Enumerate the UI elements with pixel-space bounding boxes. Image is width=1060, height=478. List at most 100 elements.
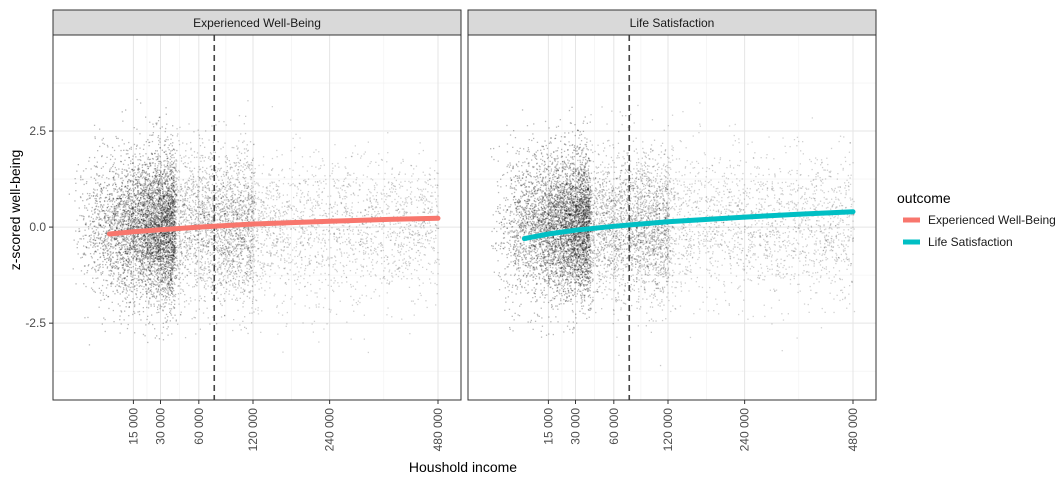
scatter-point	[314, 181, 317, 183]
scatter-point	[436, 293, 438, 295]
scatter-point	[121, 241, 123, 243]
scatter-point	[350, 247, 352, 249]
scatter-point	[259, 261, 261, 263]
scatter-point	[135, 203, 137, 206]
scatter-point	[370, 297, 372, 299]
scatter-point	[238, 171, 240, 174]
scatter-point	[244, 243, 246, 245]
scatter-point	[263, 244, 265, 246]
scatter-point	[286, 311, 288, 314]
scatter-point	[231, 298, 233, 300]
scatter-point	[247, 332, 249, 335]
scatter-point	[80, 238, 82, 240]
scatter-point	[177, 223, 180, 225]
scatter-point	[243, 173, 245, 176]
scatter-point	[198, 242, 200, 244]
scatter-point	[128, 228, 130, 230]
scatter-point	[328, 258, 330, 260]
scatter-point	[169, 270, 171, 272]
scatter-point	[245, 177, 247, 179]
scatter-point	[331, 170, 334, 172]
scatter-point	[151, 134, 153, 136]
scatter-point	[397, 208, 399, 210]
scatter-point	[205, 214, 208, 217]
scatter-point	[184, 240, 186, 242]
scatter-point	[423, 224, 425, 227]
scatter-point	[257, 248, 259, 250]
scatter-point	[121, 218, 124, 221]
scatter-point	[162, 220, 164, 222]
scatter-point	[224, 215, 226, 217]
scatter-point	[192, 188, 195, 190]
scatter-point	[159, 141, 161, 143]
scatter-point	[185, 216, 188, 218]
scatter-point	[77, 241, 79, 243]
scatter-point	[161, 209, 163, 211]
scatter-point	[310, 290, 312, 292]
scatter-point	[219, 300, 221, 303]
scatter-point	[147, 281, 150, 283]
scatter-point	[221, 200, 223, 203]
scatter-point	[191, 209, 193, 211]
scatter-point	[142, 239, 145, 241]
scatter-point	[335, 313, 338, 315]
scatter-point	[228, 273, 230, 275]
scatter-point	[199, 231, 201, 233]
scatter-point	[316, 266, 318, 268]
scatter-point	[152, 233, 155, 235]
scatter-point	[173, 282, 175, 284]
scatter-point	[378, 295, 381, 297]
scatter-point	[351, 202, 353, 204]
scatter-point	[176, 199, 178, 201]
scatter-point	[145, 172, 147, 174]
scatter-point	[382, 226, 384, 228]
scatter-point	[208, 173, 210, 176]
scatter-point	[136, 193, 138, 195]
scatter-point	[236, 297, 238, 299]
scatter-point	[283, 211, 285, 213]
scatter-point	[122, 213, 124, 215]
scatter-point	[112, 252, 114, 254]
scatter-point	[129, 301, 132, 304]
scatter-point	[155, 156, 157, 158]
scatter-point	[351, 244, 353, 246]
scatter-point	[138, 199, 140, 202]
scatter-point	[217, 205, 219, 207]
scatter-point	[142, 237, 144, 240]
scatter-point	[220, 148, 222, 150]
scatter-point	[243, 212, 245, 214]
scatter-point	[205, 268, 207, 270]
scatter-point	[148, 186, 151, 188]
scatter-point	[107, 216, 109, 218]
scatter-point	[145, 217, 147, 219]
scatter-point	[364, 151, 366, 153]
scatter-point	[142, 271, 144, 273]
scatter-point	[165, 127, 167, 130]
scatter-point	[136, 207, 138, 210]
scatter-point	[171, 287, 173, 289]
scatter-point	[285, 325, 287, 327]
scatter-point	[130, 256, 133, 258]
scatter-point	[221, 250, 223, 252]
scatter-point	[408, 265, 411, 267]
scatter-point	[212, 298, 214, 300]
scatter-point	[378, 164, 380, 166]
scatter-point	[234, 207, 236, 209]
scatter-point	[178, 179, 180, 181]
scatter-point	[347, 207, 349, 210]
scatter-point	[107, 254, 109, 256]
scatter-point	[158, 187, 161, 189]
scatter-point	[161, 233, 164, 235]
scatter-point	[171, 160, 173, 163]
scatter-point	[192, 238, 194, 240]
scatter-point	[430, 229, 432, 231]
scatter-point	[260, 282, 262, 285]
scatter-point	[138, 247, 140, 249]
scatter-point	[414, 196, 416, 198]
scatter-point	[132, 155, 134, 157]
scatter-point	[277, 238, 279, 240]
scatter-point	[403, 226, 406, 229]
scatter-point	[314, 207, 316, 209]
scatter-point	[253, 258, 255, 260]
scatter-point	[188, 238, 190, 240]
